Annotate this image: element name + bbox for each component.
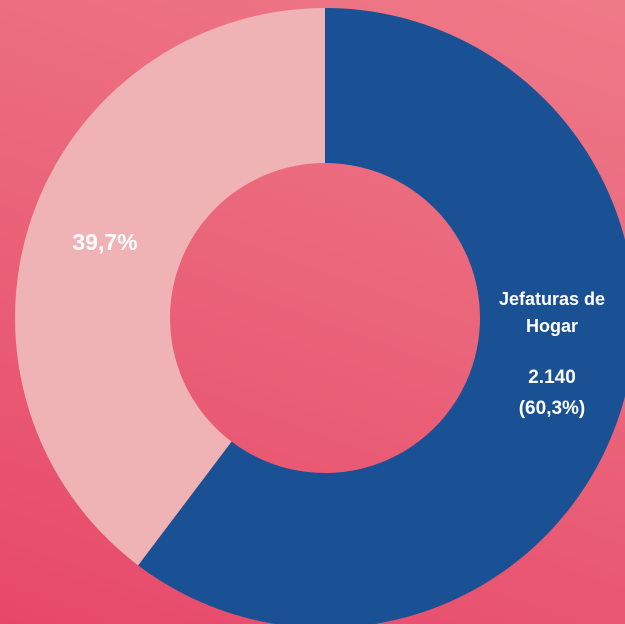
value-label: 39,7% [72,229,138,255]
donut-segment [138,8,625,624]
donut-segment [14,8,325,566]
value-label: (60,3%) [518,398,586,419]
category-label: Jefaturas de Hogar [498,289,606,336]
count-label: 2.140 [528,367,576,388]
